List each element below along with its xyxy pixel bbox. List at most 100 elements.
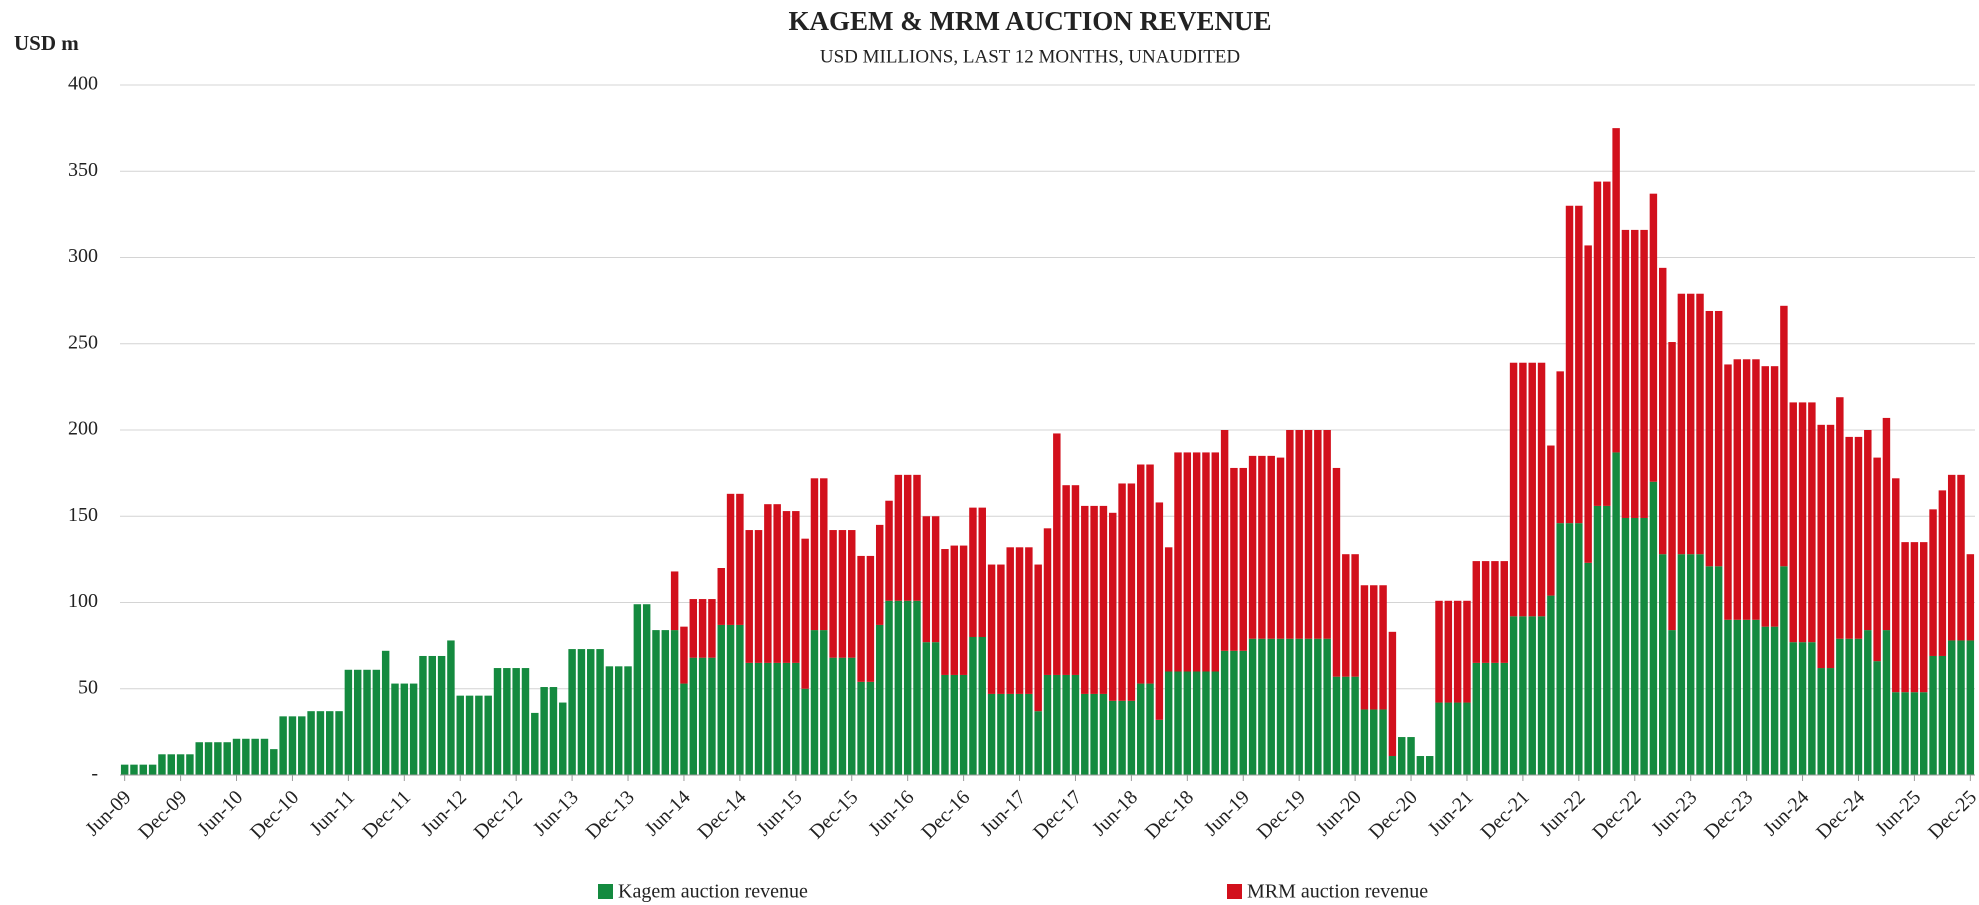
bar-segment <box>1556 523 1564 775</box>
bar-segment <box>1071 674 1080 775</box>
x-tick-label: Jun-14 <box>641 786 695 840</box>
bar-segment <box>1640 517 1648 775</box>
bar-segment <box>1770 626 1779 775</box>
bar-segment <box>1528 616 1536 775</box>
bar-segment <box>941 549 949 675</box>
bar-segment <box>307 711 315 775</box>
bar-segment <box>1780 305 1788 567</box>
bar-segment <box>726 493 735 625</box>
bar-segment <box>1239 650 1247 775</box>
bar-segment <box>372 669 381 775</box>
x-tick-label: Jun-17 <box>976 786 1030 840</box>
bar-segment <box>1677 554 1686 775</box>
bar-segment <box>158 754 166 775</box>
bar-segment <box>1826 424 1835 669</box>
bar-segment <box>1025 547 1033 694</box>
bar-segment <box>1258 455 1266 639</box>
bar-segment <box>484 695 492 775</box>
bar-segment <box>1174 452 1182 672</box>
x-tick-label: Jun-22 <box>1536 786 1590 840</box>
bar-segment <box>1211 452 1220 672</box>
bar-segment <box>195 742 203 775</box>
bar-segment <box>810 478 819 631</box>
bar-segment <box>176 754 185 775</box>
bar-segment <box>857 555 865 682</box>
bar-segment <box>391 683 399 775</box>
bar-segment <box>1892 478 1900 693</box>
bar-segment <box>1043 528 1052 675</box>
bar-segment <box>801 688 809 775</box>
bar-segment <box>1649 481 1658 775</box>
bar-segment <box>1612 128 1620 453</box>
bar-segment <box>708 599 716 658</box>
bar-segment <box>1593 505 1602 775</box>
bar-segment <box>1370 709 1378 775</box>
bar-segment <box>1453 600 1462 703</box>
bar-segment <box>605 666 614 775</box>
bar-segment <box>1621 517 1630 775</box>
bar-segment <box>1314 638 1322 775</box>
x-tick-label: Dec-17 <box>1029 786 1086 843</box>
x-tick-label: Dec-21 <box>1477 786 1534 843</box>
bar-segment <box>1528 362 1536 617</box>
bar-segment <box>997 693 1005 775</box>
x-tick-label: Jun-13 <box>529 786 583 840</box>
bar-segment <box>559 702 567 775</box>
bar-segment <box>316 711 325 775</box>
bar-segment <box>1314 430 1322 639</box>
bar-segment <box>512 668 520 775</box>
bar-segment <box>1705 310 1714 567</box>
x-tick-label: Dec-23 <box>1700 786 1757 843</box>
bar-segment <box>298 716 306 775</box>
bar-segment <box>1761 626 1769 775</box>
bar-segment <box>1873 457 1881 662</box>
bar-segment <box>614 666 623 775</box>
bar-segment <box>1947 474 1956 641</box>
bar-segment <box>838 657 847 775</box>
bar-segment <box>1053 674 1061 775</box>
bar-segment <box>1286 638 1294 775</box>
bar-segment <box>1864 430 1872 631</box>
x-tick-label: Jun-16 <box>864 786 918 840</box>
bar-segment <box>1864 630 1872 775</box>
bar-segment <box>428 655 437 775</box>
bar-segment <box>1565 523 1574 775</box>
bar-segment <box>1612 452 1620 775</box>
bar-segment <box>1136 683 1145 775</box>
bar-segment <box>978 507 986 637</box>
bar-segment <box>353 669 362 775</box>
bar-segment <box>1062 485 1070 675</box>
bar-segment <box>1500 561 1508 663</box>
bar-segment <box>288 716 297 775</box>
x-tick-label: Jun-12 <box>417 786 471 840</box>
bar-segment <box>1276 638 1285 775</box>
bar-segment <box>736 624 744 775</box>
bar-segment <box>1780 566 1788 775</box>
bar-segment <box>782 511 791 663</box>
bar-segment <box>885 600 893 775</box>
bar-segment <box>1304 430 1313 639</box>
bar-segment <box>475 695 483 775</box>
bar-segment <box>1323 430 1331 639</box>
bar-segment <box>1724 619 1732 775</box>
bar-segment <box>1714 310 1723 567</box>
bar-segment <box>810 630 819 775</box>
bar-segment <box>1463 702 1471 775</box>
bar-segment <box>1714 566 1723 775</box>
bar-segment <box>885 500 893 601</box>
bar-segment <box>1379 585 1387 710</box>
bar-segment <box>1761 366 1769 627</box>
bar-segment <box>335 711 343 775</box>
x-tick-label: Dec-09 <box>134 786 191 843</box>
bar-segment <box>1882 417 1891 631</box>
bar-segment <box>540 687 548 775</box>
bar-segment <box>1724 364 1732 620</box>
bar-segment <box>1575 523 1583 775</box>
bar-segment <box>1481 662 1490 775</box>
bar-segment <box>1444 702 1453 775</box>
bar-segment <box>1957 640 1965 775</box>
bar-segment <box>549 687 558 775</box>
bar-segment <box>1118 700 1126 775</box>
bar-segment <box>1202 671 1210 775</box>
bar-segment <box>1239 467 1247 651</box>
